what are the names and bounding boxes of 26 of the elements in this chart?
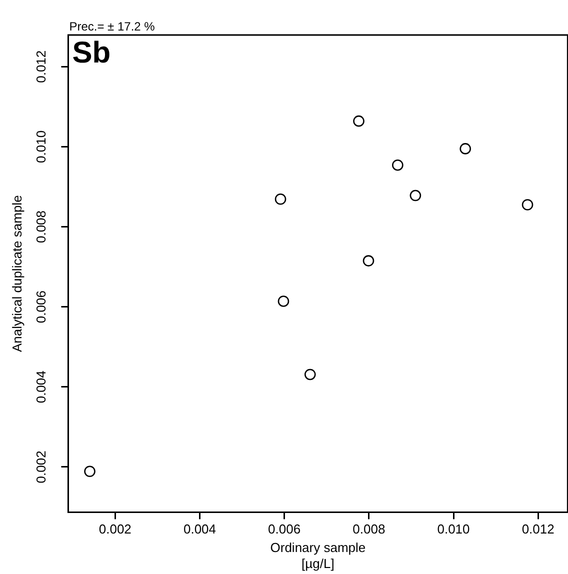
point	[522, 199, 534, 210]
point	[278, 296, 290, 307]
x-tick-label: 0.002	[98, 522, 132, 537]
point	[460, 143, 471, 154]
point	[84, 466, 96, 478]
y-tick-label: 0.012	[34, 50, 49, 83]
point	[410, 190, 422, 202]
y-tick-label: 0.006	[34, 290, 49, 324]
y-tick-label: 0.010	[34, 130, 49, 163]
x-tick-label: 0.012	[522, 522, 554, 537]
point	[392, 159, 404, 171]
y-tick-label: 0.004	[34, 370, 49, 404]
point	[353, 115, 364, 127]
x-tick-label: 0.010	[437, 522, 470, 537]
x-tick-label: 0.008	[352, 522, 386, 537]
point	[362, 255, 374, 266]
point	[274, 193, 286, 205]
y-tick-label: 0.002	[34, 450, 49, 484]
chart-subtitle: Prec.= ± 17.2 %	[69, 19, 156, 34]
y-axis-title: Analytical duplicate sample	[9, 195, 24, 352]
x-tick-label: 0.006	[268, 522, 301, 537]
point	[304, 368, 316, 380]
y-tick-label: 0.008	[34, 210, 49, 244]
x-tick-label: 0.004	[183, 522, 216, 537]
x-axis-title: Ordinary sample [µg/L]	[270, 540, 366, 571]
chart-title: Sb	[72, 36, 111, 70]
